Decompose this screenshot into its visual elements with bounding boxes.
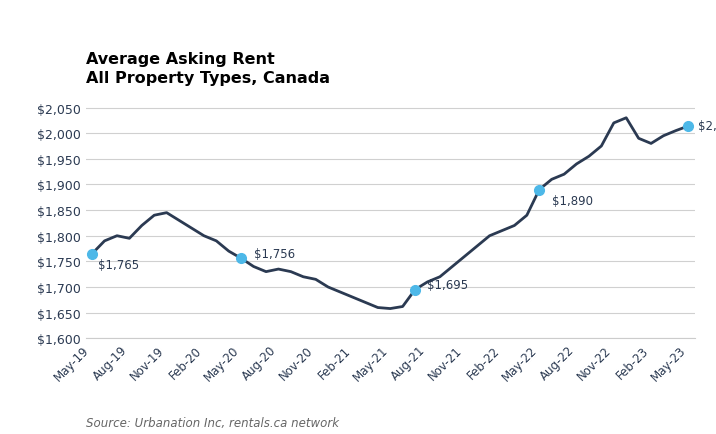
Text: $1,765: $1,765 [98, 259, 140, 272]
Text: $1,695: $1,695 [427, 278, 468, 291]
Text: $1,756: $1,756 [253, 247, 295, 260]
Text: $2,014: $2,014 [698, 120, 716, 133]
Text: All Property Types, Canada: All Property Types, Canada [86, 71, 330, 86]
Text: $1,890: $1,890 [552, 195, 593, 208]
Text: Source: Urbanation Inc, rentals.ca network: Source: Urbanation Inc, rentals.ca netwo… [86, 416, 339, 429]
Text: Average Asking Rent: Average Asking Rent [86, 52, 275, 67]
